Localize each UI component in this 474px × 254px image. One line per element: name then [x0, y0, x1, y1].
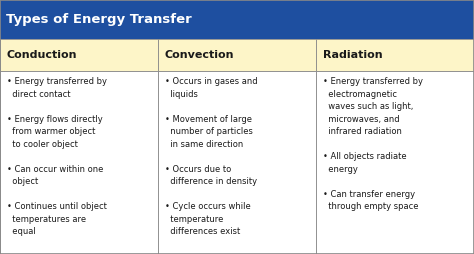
FancyBboxPatch shape [0, 71, 158, 254]
FancyBboxPatch shape [316, 71, 474, 254]
FancyBboxPatch shape [0, 0, 474, 39]
Text: Convection: Convection [164, 50, 234, 60]
Text: Radiation: Radiation [323, 50, 382, 60]
Text: • Occurs in gases and
  liquids

• Movement of large
  number of particles
  in : • Occurs in gases and liquids • Movement… [164, 77, 257, 236]
FancyBboxPatch shape [0, 39, 158, 71]
FancyBboxPatch shape [158, 39, 316, 71]
Text: • Energy transferred by
  electromagnetic
  waves such as light,
  microwaves, a: • Energy transferred by electromagnetic … [323, 77, 423, 212]
FancyBboxPatch shape [316, 39, 474, 71]
Text: Conduction: Conduction [7, 50, 77, 60]
Text: • Energy transferred by
  direct contact

• Energy flows directly
  from warmer : • Energy transferred by direct contact •… [7, 77, 107, 236]
FancyBboxPatch shape [158, 71, 316, 254]
Text: Types of Energy Transfer: Types of Energy Transfer [6, 13, 191, 26]
